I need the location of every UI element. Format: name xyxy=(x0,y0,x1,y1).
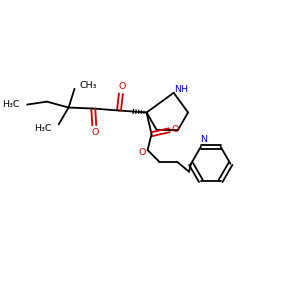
Text: CH₃: CH₃ xyxy=(80,81,97,90)
Text: O: O xyxy=(172,125,179,134)
Text: O: O xyxy=(118,82,126,91)
Text: H₃C: H₃C xyxy=(34,124,52,133)
Text: O: O xyxy=(92,128,99,137)
Text: O: O xyxy=(139,148,146,158)
Text: NH: NH xyxy=(175,85,189,94)
Text: N: N xyxy=(200,135,207,144)
Text: H₃C: H₃C xyxy=(3,100,20,109)
